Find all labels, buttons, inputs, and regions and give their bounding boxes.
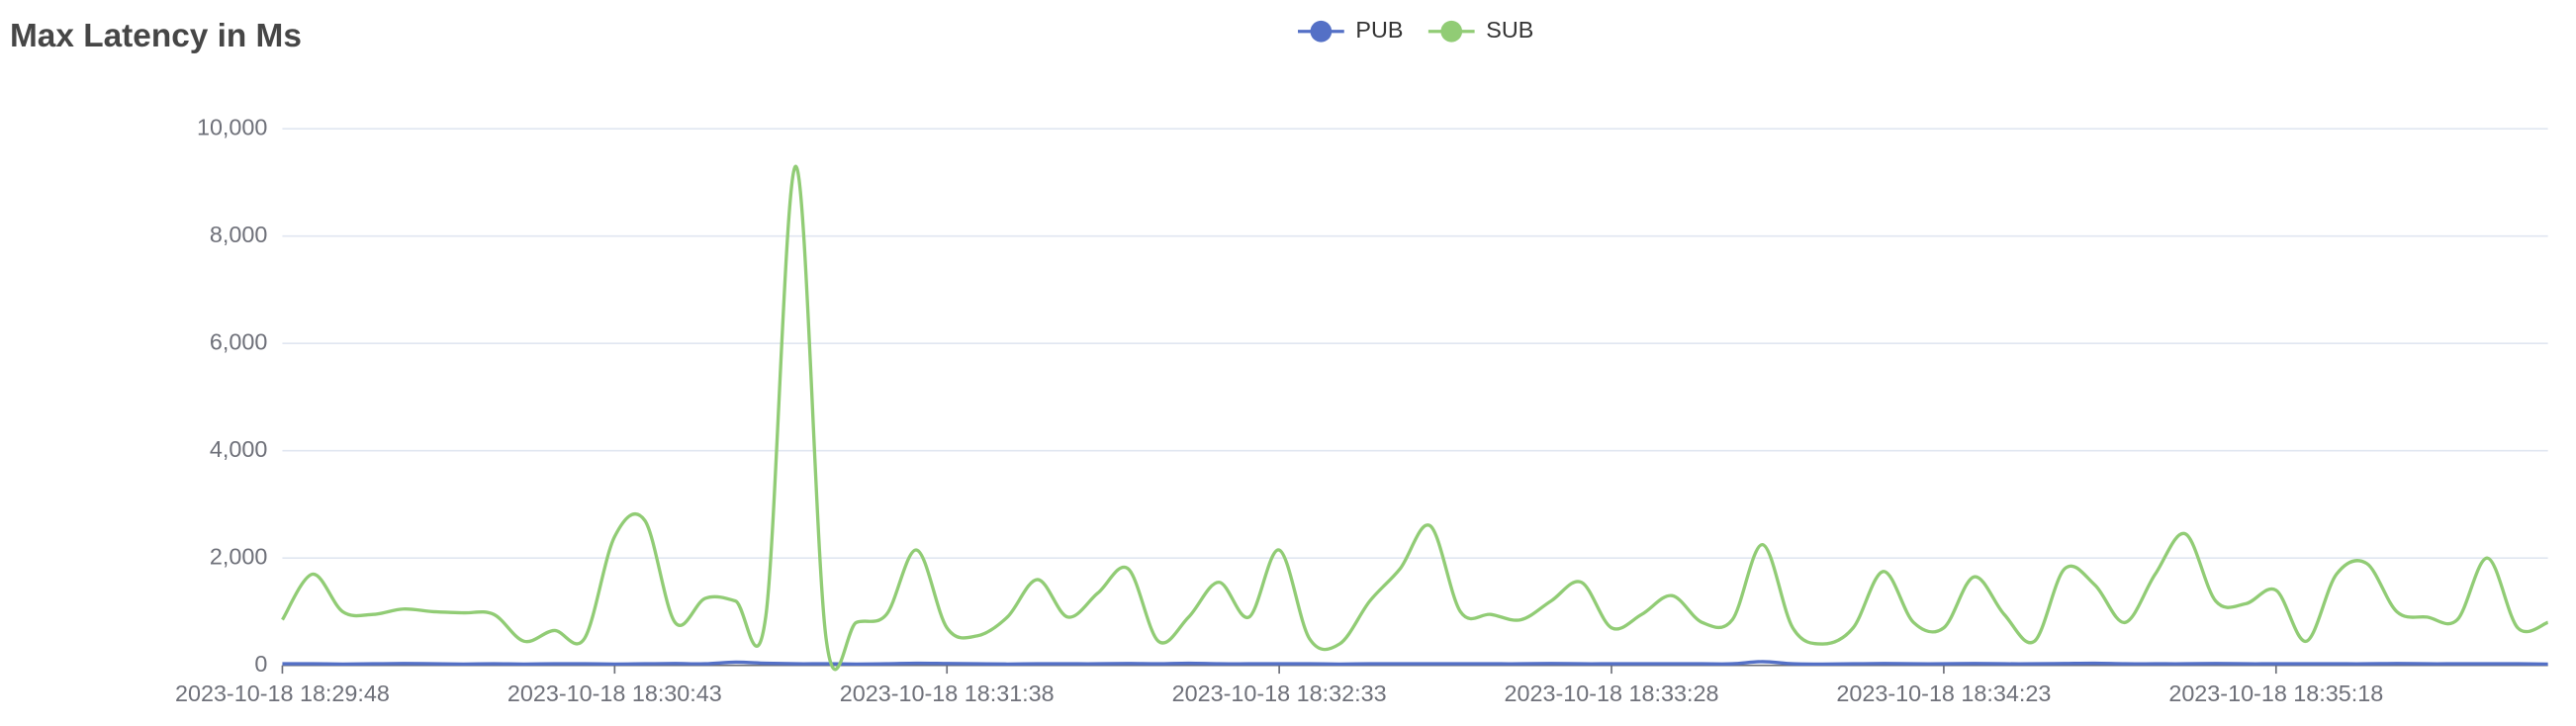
chart-title: Max Latency in Ms	[10, 18, 302, 54]
x-tick-label: 2023-10-18 18:34:23	[1836, 681, 2051, 706]
legend-label: SUB	[1486, 17, 1533, 43]
y-tick-label: 0	[254, 651, 267, 677]
x-tick-label: 2023-10-18 18:32:33	[1172, 681, 1387, 706]
legend-marker	[1440, 20, 1463, 43]
y-tick-label: 10,000	[197, 114, 267, 139]
x-tick-label: 2023-10-18 18:35:18	[2168, 681, 2383, 706]
y-tick-label: 8,000	[210, 222, 267, 247]
legend-marker	[1310, 20, 1333, 43]
x-tick-label: 2023-10-18 18:29:48	[175, 681, 390, 706]
series-line	[282, 660, 2548, 667]
x-tick-label: 2023-10-18 18:31:38	[840, 681, 1055, 706]
y-tick-label: 2,000	[210, 543, 267, 569]
x-tick-label: 2023-10-18 18:33:28	[1505, 681, 1719, 706]
y-tick-label: 6,000	[210, 328, 267, 354]
x-tick-label: 2023-10-18 18:30:43	[507, 681, 722, 706]
legend-label: PUB	[1355, 17, 1403, 43]
y-tick-label: 4,000	[210, 436, 267, 462]
series-line	[281, 164, 2549, 672]
